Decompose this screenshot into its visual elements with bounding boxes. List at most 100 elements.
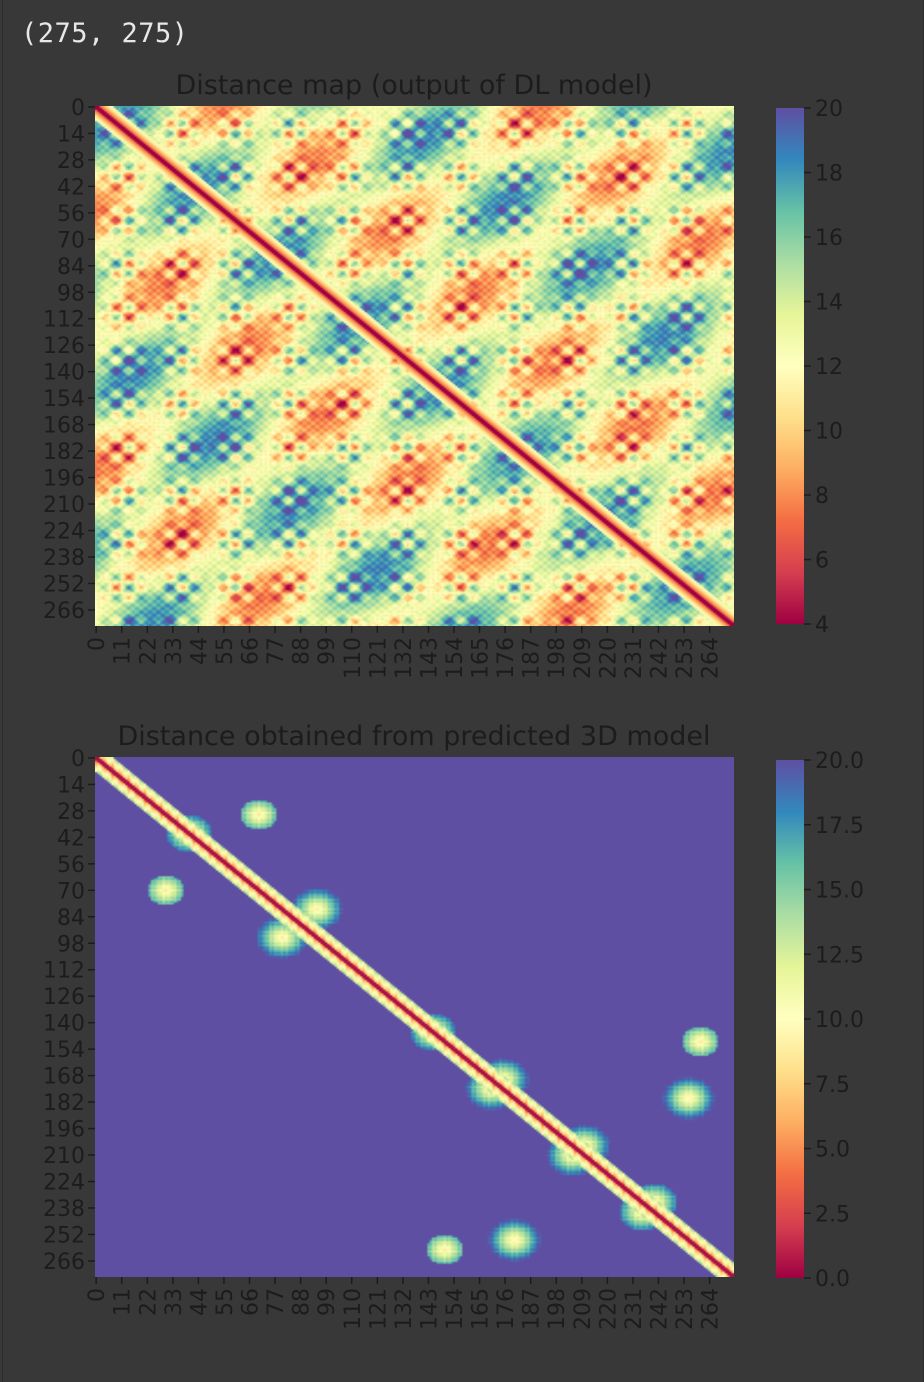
heatmap-image-1 [95,106,734,626]
y-tick-label: 266 [43,1250,85,1275]
heatmap-panel-2: Distance obtained from predicted 3D mode… [43,721,864,1330]
colorbar-tick-label: 12 [815,355,843,380]
x-tick-label: 55 [213,1288,238,1316]
y-tick-label: 140 [43,361,85,386]
x-tick-label: 209 [571,637,596,679]
x-tick-label: 99 [315,637,340,665]
x-tick-label: 11 [111,637,136,665]
x-tick-label: 132 [392,637,417,679]
x-tick-label: 198 [545,637,570,679]
colorbar-tick-label: 7.5 [815,1073,850,1098]
y-tick-label: 168 [43,414,85,439]
x-tick-label: 165 [469,637,494,679]
y-tick-label: 98 [57,281,85,306]
colorbar-2 [776,760,804,1278]
y-tick-label: 140 [43,1012,85,1037]
x-tick-label: 66 [239,1288,264,1316]
x-tick-label: 22 [136,637,161,665]
colorbar-axis-1: 4 6 8 10 12 14 16 18 20 [804,97,843,638]
colorbar-tick-label: 5.0 [815,1138,850,1163]
x-tick-label: 132 [392,1288,417,1330]
x-axis-1: 0 11 22 33 44 55 66 77 88 99 110 121 132 143 154 165 176… [85,626,724,679]
y-tick-label: 42 [57,826,85,851]
y-axis-2: 0142842567084981121261401541681821962102… [43,747,95,1275]
y-tick-label: 56 [57,853,85,878]
heatmap-image-2 [95,757,734,1277]
y-tick-label: 56 [57,202,85,227]
x-tick-label: 143 [417,1288,442,1330]
chart-title-1: Distance map (output of DL model) [175,70,652,101]
y-tick-label: 28 [57,149,85,174]
x-tick-label: 88 [290,1288,315,1316]
y-tick-label: 70 [57,879,85,904]
y-tick-label: 112 [43,308,85,333]
x-tick-label: 165 [469,1288,494,1330]
y-tick-label: 182 [43,440,85,465]
x-axis-2: 0 11 22 33 44 55 66 77 88 99 110 121 132 143 154 165 176… [85,1277,724,1330]
colorbar-tick-label: 20.0 [815,749,864,774]
x-tick-label: 209 [571,1288,596,1330]
x-tick-label: 187 [520,1288,545,1330]
colorbar-tick-label: 6 [815,549,829,574]
x-tick-label: 66 [239,637,264,665]
x-tick-label: 77 [264,637,289,665]
x-tick-label: 0 [85,637,110,651]
colorbar-tick-label: 10 [815,420,843,445]
y-tick-label: 182 [43,1091,85,1116]
colorbar-tick-label: 14 [815,291,843,316]
x-tick-label: 110 [341,637,366,679]
y-tick-label: 252 [43,572,85,597]
x-tick-label: 77 [264,1288,289,1316]
colorbar-axis-2: 0.0 2.5 5.0 7.5 10.0 12.5 15.0 17.5 20.0 [804,749,864,1292]
y-tick-label: 252 [43,1223,85,1248]
x-tick-label: 154 [443,1288,468,1330]
y-tick-label: 0 [71,747,85,772]
x-tick-label: 33 [162,637,187,665]
colorbar-tick-label: 15.0 [815,879,864,904]
x-tick-label: 44 [187,1288,212,1316]
y-tick-label: 238 [43,1197,85,1222]
x-tick-label: 143 [417,637,442,679]
x-tick-label: 231 [622,1288,647,1330]
x-tick-label: 242 [647,637,672,679]
y-tick-label: 112 [43,959,85,984]
x-tick-label: 187 [520,637,545,679]
x-tick-label: 264 [699,1288,724,1330]
y-tick-label: 196 [43,1118,85,1143]
x-tick-label: 33 [162,1288,187,1316]
y-tick-label: 210 [43,1144,85,1169]
y-tick-label: 42 [57,175,85,200]
y-axis-1: 0142842567084981121261401541681821962102… [43,96,95,624]
y-tick-label: 154 [43,387,85,412]
y-tick-label: 154 [43,1038,85,1063]
colorbar-tick-label: 17.5 [815,814,864,839]
y-tick-label: 224 [43,1171,85,1196]
colorbar-tick-label: 16 [815,226,843,251]
y-tick-label: 0 [71,96,85,121]
y-tick-label: 224 [43,520,85,545]
x-tick-label: 253 [673,1288,698,1330]
x-tick-label: 121 [366,1288,391,1330]
y-tick-label: 84 [57,906,85,931]
colorbar-tick-label: 18 [815,162,843,187]
x-tick-label: 88 [290,637,315,665]
x-tick-label: 220 [596,637,621,679]
colorbar-tick-label: 8 [815,484,829,509]
x-tick-label: 198 [545,1288,570,1330]
x-tick-label: 121 [366,637,391,679]
colorbar-tick-label: 12.5 [815,943,864,968]
x-tick-label: 11 [111,1288,136,1316]
x-tick-label: 176 [494,637,519,679]
x-tick-label: 220 [596,1288,621,1330]
y-tick-label: 126 [43,334,85,359]
x-tick-label: 99 [315,1288,340,1316]
x-tick-label: 242 [647,1288,672,1330]
x-tick-label: 154 [443,637,468,679]
x-tick-label: 231 [622,637,647,679]
y-tick-label: 84 [57,255,85,280]
y-tick-label: 266 [43,599,85,624]
y-tick-label: 126 [43,985,85,1010]
chart-title-2: Distance obtained from predicted 3D mode… [117,721,710,752]
x-tick-label: 55 [213,637,238,665]
